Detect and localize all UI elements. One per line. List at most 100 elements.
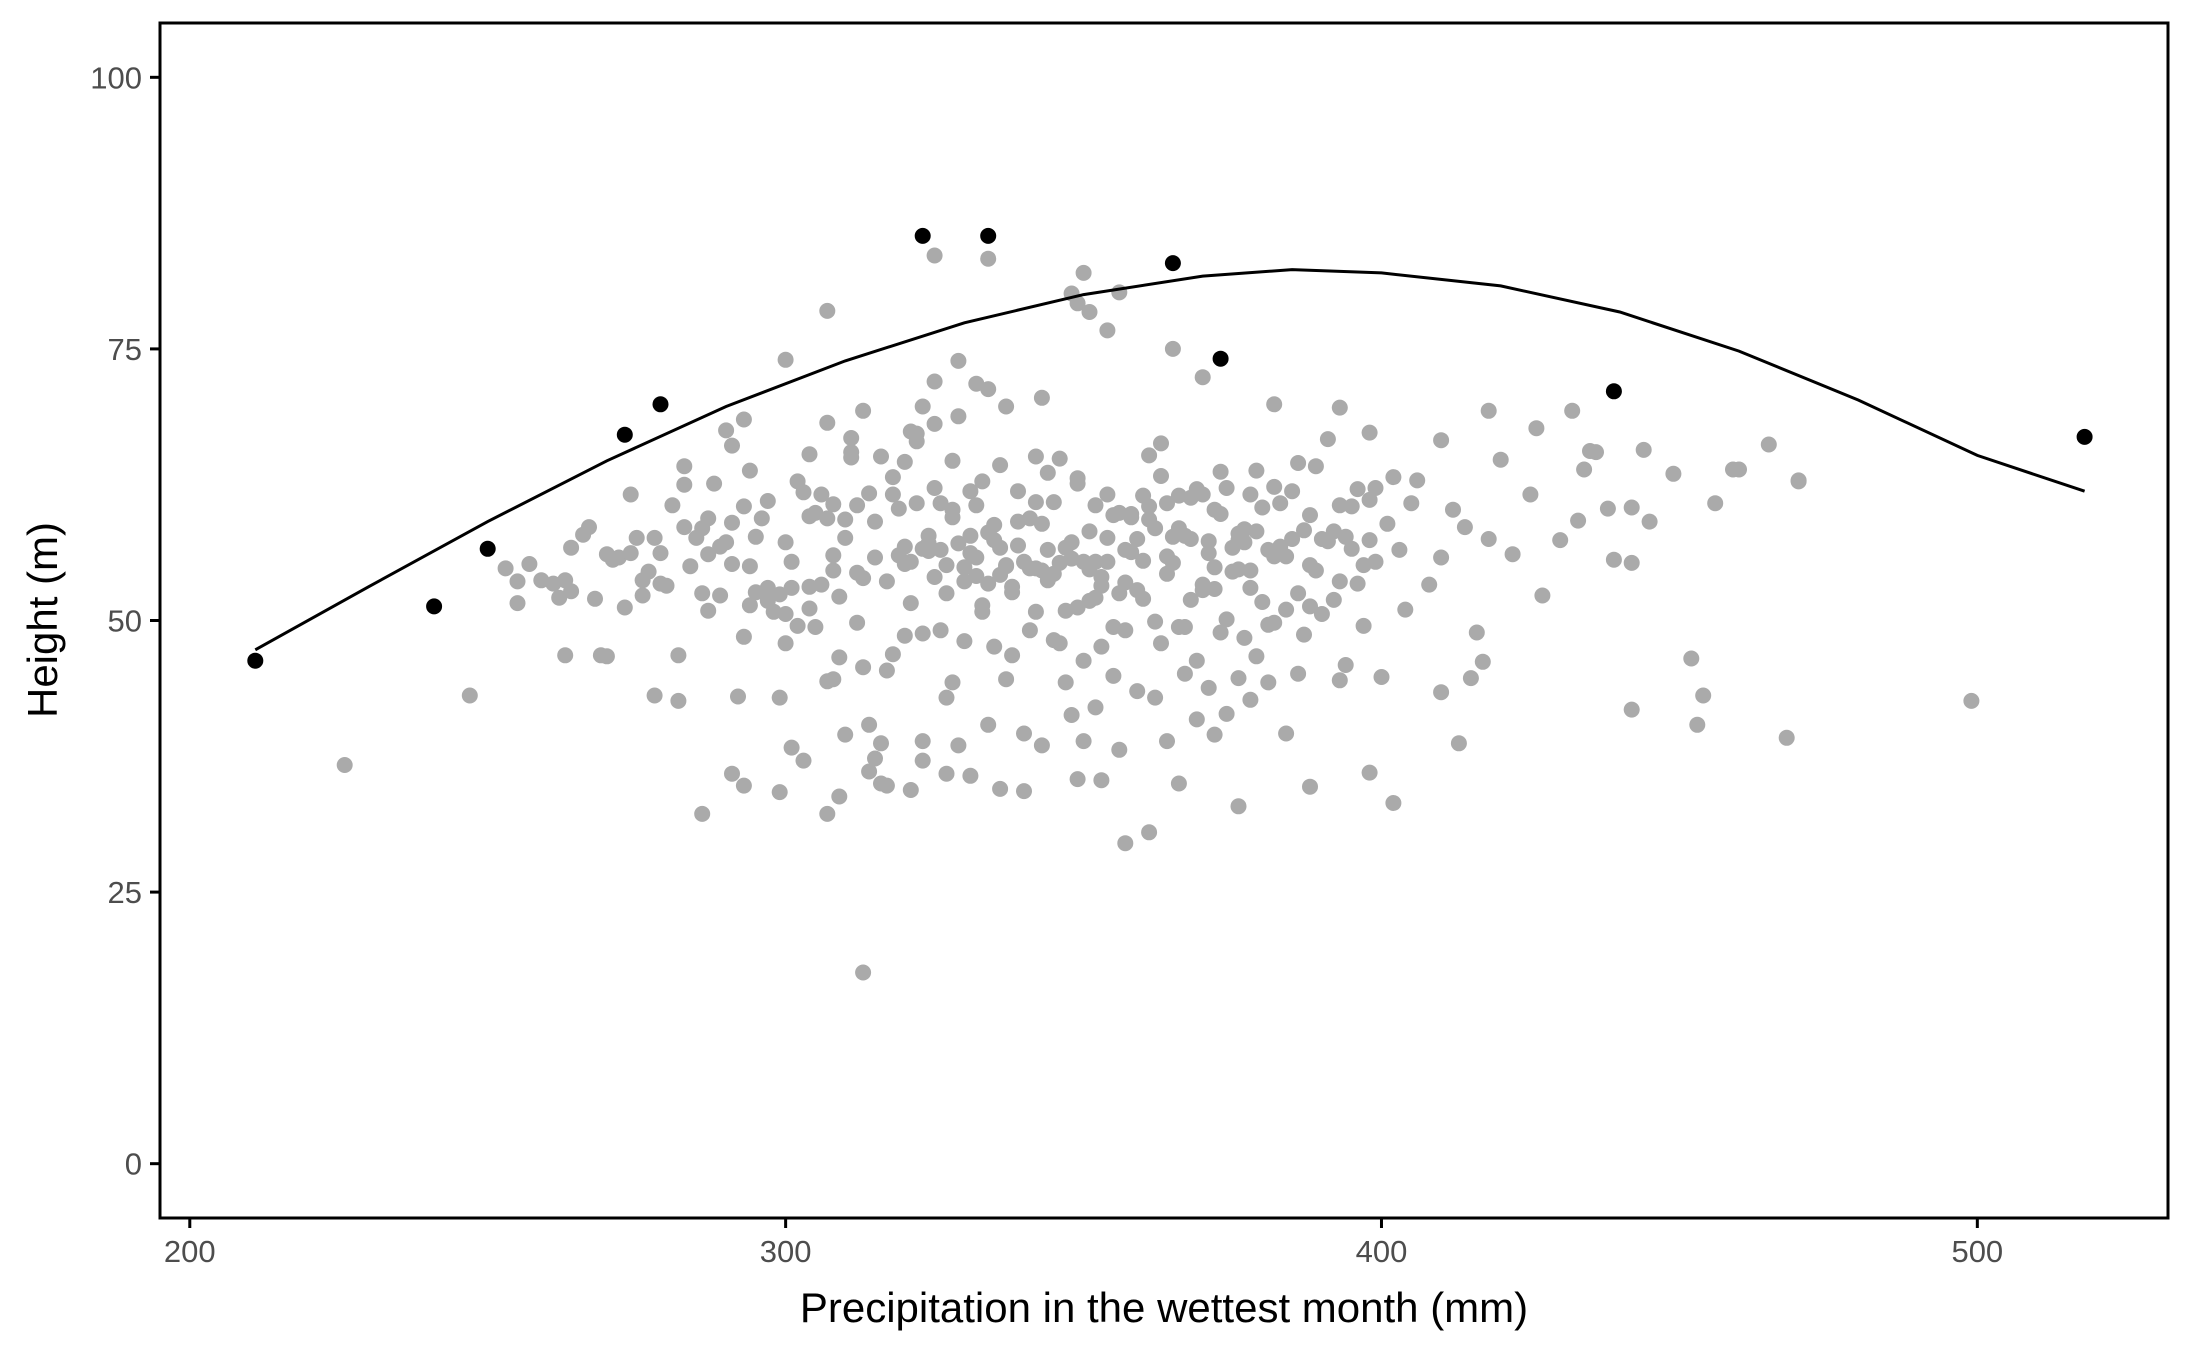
background-point — [1445, 501, 1461, 518]
background-point — [1480, 402, 1497, 419]
background-point — [1480, 531, 1497, 547]
background-point — [1403, 495, 1420, 512]
background-point — [789, 617, 806, 634]
background-point — [724, 437, 740, 454]
y-tick-label: 75 — [108, 332, 142, 367]
background-point — [1790, 472, 1807, 489]
background-point — [902, 782, 919, 798]
background-point — [777, 635, 794, 652]
background-point — [807, 504, 824, 521]
background-point — [1266, 396, 1283, 413]
background-point — [992, 539, 1009, 556]
background-point — [616, 599, 633, 616]
background-point — [1361, 764, 1378, 781]
background-point — [1302, 507, 1318, 524]
background-point — [724, 514, 740, 531]
background-point — [878, 573, 895, 590]
background-point — [873, 448, 889, 465]
background-point — [855, 570, 872, 587]
background-point — [1433, 684, 1450, 701]
background-point — [938, 557, 955, 574]
background-point — [1504, 546, 1521, 563]
background-point — [1176, 619, 1193, 635]
background-point — [1212, 624, 1229, 641]
background-point — [634, 587, 651, 604]
background-point — [1528, 420, 1545, 437]
background-point — [795, 484, 812, 501]
background-point — [771, 689, 788, 706]
background-point — [1307, 458, 1324, 475]
background-point — [1409, 472, 1426, 489]
background-point — [646, 529, 663, 546]
background-point — [1093, 772, 1110, 789]
highlight-point — [652, 396, 669, 413]
background-point — [1016, 725, 1032, 742]
background-point — [968, 375, 985, 392]
background-point — [920, 535, 937, 552]
background-point — [747, 584, 764, 601]
background-point — [1361, 424, 1378, 441]
background-point — [1170, 487, 1187, 504]
background-point — [938, 689, 955, 706]
background-point — [1069, 470, 1086, 487]
background-point — [587, 590, 603, 607]
background-point — [1051, 450, 1068, 467]
y-axis: 0 25 50 75 100 — [90, 60, 160, 1182]
background-point — [1599, 500, 1616, 517]
background-point — [777, 606, 794, 622]
background-point — [1296, 626, 1312, 643]
x-tick-label: 200 — [164, 1234, 216, 1269]
background-point — [706, 475, 723, 492]
background-point — [1313, 606, 1330, 622]
background-point — [1254, 499, 1271, 516]
background-point — [1200, 679, 1217, 696]
background-point — [724, 556, 740, 572]
background-point — [855, 402, 872, 419]
background-point — [1069, 295, 1086, 312]
background-point — [676, 519, 693, 536]
highlight-point — [914, 227, 931, 244]
background-point — [1129, 683, 1146, 700]
background-point — [1468, 624, 1485, 641]
background-point — [962, 483, 979, 500]
background-point — [1200, 533, 1217, 550]
background-point — [1087, 589, 1104, 606]
background-point — [664, 497, 681, 514]
background-point — [1033, 389, 1050, 406]
background-point — [777, 351, 794, 368]
background-point — [1194, 486, 1211, 503]
background-point — [884, 486, 901, 503]
background-point — [1278, 725, 1295, 742]
background-point — [622, 545, 639, 562]
background-point — [944, 452, 961, 469]
background-point — [1391, 541, 1408, 558]
background-point — [950, 408, 967, 425]
background-point — [1147, 520, 1164, 537]
background-point — [926, 373, 943, 390]
background-point — [747, 528, 764, 545]
background-point — [1164, 340, 1181, 357]
background-point — [932, 541, 949, 558]
background-point — [1129, 531, 1146, 547]
y-axis-title: Height (m) — [19, 522, 66, 718]
background-point — [676, 476, 693, 493]
background-point — [1063, 707, 1080, 723]
background-point — [938, 585, 955, 602]
background-point — [1188, 652, 1205, 669]
background-point — [1021, 622, 1038, 639]
background-point — [1623, 499, 1640, 516]
background-point — [1105, 667, 1122, 684]
background-point — [1242, 486, 1259, 503]
background-point — [1260, 674, 1277, 691]
background-point — [783, 553, 800, 570]
background-point — [902, 595, 919, 612]
background-point — [1027, 603, 1044, 620]
background-point — [1194, 369, 1211, 386]
background-point — [914, 625, 931, 642]
background-point — [1331, 399, 1348, 416]
background-point — [1081, 523, 1098, 540]
background-point — [843, 449, 860, 466]
highlight-point — [479, 540, 496, 557]
background-point — [551, 589, 568, 606]
background-point — [914, 733, 931, 750]
